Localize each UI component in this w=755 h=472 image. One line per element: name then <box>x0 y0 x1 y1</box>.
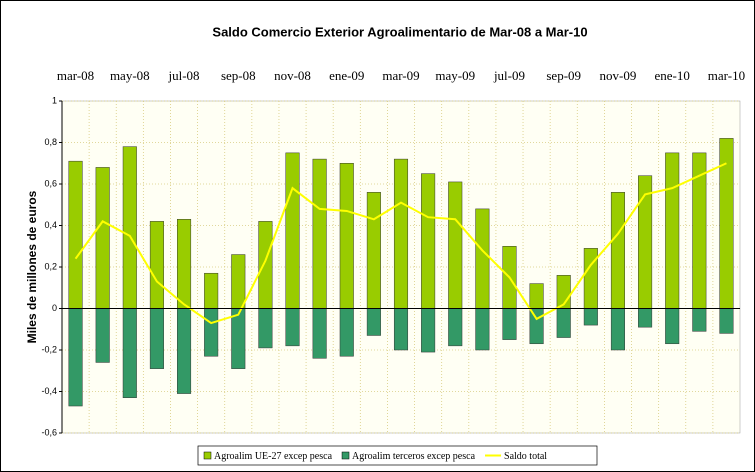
y-tick-label: 0,2 <box>44 261 57 271</box>
bar <box>312 158 327 309</box>
bar <box>719 308 734 334</box>
x-tick-label: nov-09 <box>600 68 637 83</box>
x-tick-label: ene-10 <box>655 68 690 83</box>
bar <box>529 283 544 309</box>
x-tick-label: mar-08 <box>57 68 94 83</box>
x-tick-label: may-08 <box>110 68 150 83</box>
x-tick-label: sep-09 <box>546 68 581 83</box>
bar <box>231 254 246 309</box>
y-tick-label: 0 <box>52 303 57 313</box>
bar <box>68 308 83 407</box>
bar <box>339 308 354 357</box>
bar <box>339 163 354 309</box>
bar <box>204 272 219 309</box>
bar <box>475 308 490 351</box>
bar <box>122 308 137 398</box>
bar <box>556 308 571 338</box>
legend-label: Saldo total <box>504 451 547 462</box>
bar <box>366 308 381 336</box>
bar <box>529 308 544 345</box>
bar <box>149 308 164 369</box>
bar <box>231 308 246 369</box>
bar <box>177 219 192 309</box>
bar <box>448 181 463 309</box>
y-tick-label: 0,4 <box>44 220 57 230</box>
bar <box>285 308 300 347</box>
chart-title: Saldo Comercio Exterior Agroalimentario … <box>212 24 587 39</box>
bar <box>285 152 300 309</box>
x-tick-label: sep-08 <box>221 68 256 83</box>
bar <box>638 308 653 328</box>
x-tick-label: jul-09 <box>493 68 525 83</box>
x-tick-label: jul-08 <box>168 68 200 83</box>
y-tick-label: 0,6 <box>44 178 57 188</box>
bar <box>204 308 219 357</box>
bar <box>583 248 598 309</box>
bar <box>393 308 409 351</box>
x-tick-label: ene-09 <box>329 68 364 83</box>
bar <box>502 308 517 340</box>
legend-label: Agroalim UE-27 excep pesca <box>214 451 333 462</box>
bar <box>448 308 463 347</box>
bar <box>95 308 110 363</box>
bar <box>95 167 110 309</box>
bar <box>258 308 273 349</box>
y-tick-label: -0,6 <box>41 427 57 437</box>
y-tick-label: 0,8 <box>44 137 57 147</box>
bar <box>583 308 598 326</box>
x-tick-label: may-09 <box>435 68 475 83</box>
y-axis-label: Miles de millones de euros <box>25 190 39 343</box>
bar <box>68 160 83 309</box>
bar <box>122 146 137 309</box>
legend-label: Agroalim terceros excep pesca <box>352 451 476 462</box>
legend <box>197 445 598 466</box>
bar <box>475 208 490 309</box>
bar <box>258 221 273 309</box>
x-tick-label: nov-08 <box>274 68 311 83</box>
x-tick-label: mar-10 <box>708 68 745 83</box>
legend-key <box>203 451 212 460</box>
bar <box>421 308 436 353</box>
bar <box>149 221 164 309</box>
bar <box>393 158 409 309</box>
bar <box>665 308 680 345</box>
bar <box>610 192 625 309</box>
bar <box>610 308 625 351</box>
bar <box>366 192 381 309</box>
line <box>74 162 727 325</box>
y-tick-label: 1 <box>52 95 57 105</box>
bar <box>177 308 192 394</box>
bar <box>312 308 327 359</box>
bar <box>665 152 680 309</box>
x-tick-label: mar-09 <box>382 68 419 83</box>
y-tick-label: -0,2 <box>41 344 57 354</box>
legend-key <box>341 451 350 460</box>
bar <box>692 308 707 332</box>
bar <box>421 173 436 309</box>
y-tick-label: -0,4 <box>41 386 57 396</box>
